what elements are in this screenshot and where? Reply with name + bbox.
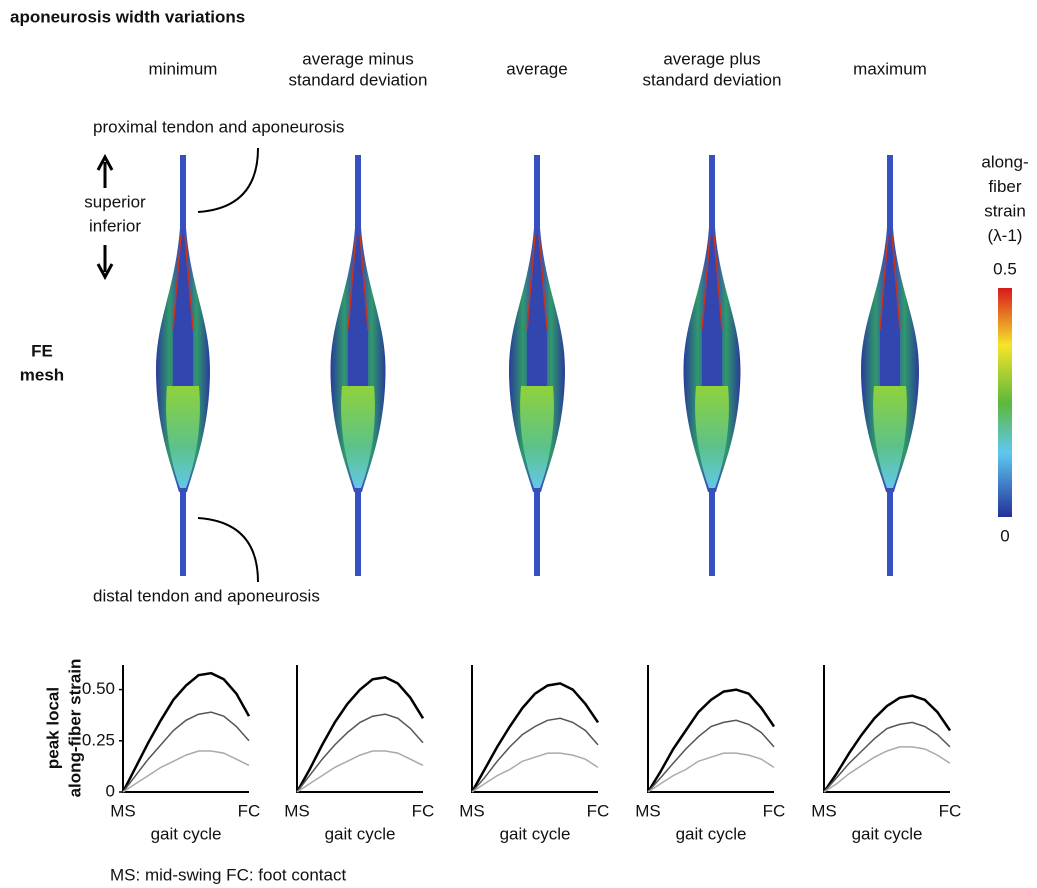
strain-curve xyxy=(122,711,250,793)
annotation: inferior xyxy=(89,216,141,235)
inner-aponeurosis xyxy=(348,235,368,386)
x-axis-label: gait cycle xyxy=(151,824,222,843)
fe-mesh xyxy=(683,155,741,576)
strain-curve xyxy=(822,694,952,793)
strain-curve xyxy=(647,719,775,793)
axis xyxy=(296,665,423,793)
fe-mesh xyxy=(330,155,386,576)
strain-curve xyxy=(471,752,599,793)
colorbar-title: along- xyxy=(981,152,1028,171)
annotation: proximal tendon and aponeurosis xyxy=(93,117,344,136)
column-header: average xyxy=(506,59,567,78)
colorbar-tick-label: 0 xyxy=(1000,526,1009,545)
distal-bulb xyxy=(873,386,907,488)
high-strain-edge xyxy=(347,234,369,331)
strain-curve xyxy=(295,676,425,793)
arrow xyxy=(96,153,114,188)
tendon xyxy=(534,155,540,237)
tendon xyxy=(709,155,715,237)
high-strain-edge xyxy=(172,234,194,331)
distal-bulb xyxy=(341,386,375,488)
x-tick-label: FC xyxy=(763,801,786,820)
strain-curve xyxy=(296,713,424,793)
fe-mesh xyxy=(509,155,565,576)
x-tick-label: FC xyxy=(939,801,962,820)
tendon xyxy=(709,488,715,576)
inner-aponeurosis xyxy=(880,235,900,386)
colorbar-title: (λ-1) xyxy=(988,226,1023,245)
column-header: maximum xyxy=(853,59,927,78)
distal-bulb xyxy=(520,386,554,488)
axis xyxy=(471,665,598,793)
x-axis-label: gait cycle xyxy=(676,824,747,843)
footnote: MS: mid-swing FC: foot contact xyxy=(110,865,346,884)
annotation: distal tendon and aponeurosis xyxy=(93,586,320,605)
row-label: FE xyxy=(31,341,53,360)
y-tick-label: 0 xyxy=(106,781,115,800)
strain-curve xyxy=(471,717,599,793)
strain-curve xyxy=(470,682,600,793)
fe-mesh xyxy=(861,155,919,576)
inner-aponeurosis xyxy=(702,235,722,386)
row-label: mesh xyxy=(20,365,64,384)
arrow xyxy=(96,245,114,281)
high-strain-edge xyxy=(526,234,548,331)
annotation: superior xyxy=(84,192,146,211)
column-header: minimum xyxy=(149,59,218,78)
y-axis-label: along-fiber strain xyxy=(65,659,84,798)
strain-curve xyxy=(823,746,951,793)
strain-curve xyxy=(647,752,775,793)
leader-line xyxy=(197,517,259,583)
column-header: standard deviation xyxy=(643,70,782,89)
strain-curve xyxy=(296,750,424,793)
x-tick-label: MS xyxy=(284,801,310,820)
x-tick-label: FC xyxy=(238,801,261,820)
inner-aponeurosis xyxy=(527,235,547,386)
column-header: average minus xyxy=(302,49,414,68)
strain-curve xyxy=(823,721,951,793)
tendon xyxy=(534,488,540,576)
high-strain-edge xyxy=(879,234,901,331)
leader-line xyxy=(197,147,259,213)
tendon xyxy=(180,488,186,576)
inner-aponeurosis xyxy=(173,235,193,386)
colorbar-tick-label: 0.5 xyxy=(993,259,1017,278)
x-tick-label: FC xyxy=(587,801,610,820)
distal-bulb xyxy=(166,386,200,488)
y-tick-label: 0.50 xyxy=(82,679,115,698)
tendon xyxy=(355,155,361,237)
x-tick-label: MS xyxy=(811,801,837,820)
high-strain-edge xyxy=(701,234,723,331)
strain-curve xyxy=(121,671,251,793)
tendon xyxy=(355,488,361,576)
x-axis-label: gait cycle xyxy=(325,824,396,843)
colorbar-title: fiber xyxy=(988,177,1021,196)
column-header: standard deviation xyxy=(289,70,428,89)
column-header: average plus xyxy=(663,49,760,68)
x-tick-label: MS xyxy=(635,801,661,820)
x-tick-label: MS xyxy=(110,801,136,820)
tendon xyxy=(887,155,893,237)
strain-curve xyxy=(122,750,250,793)
colorbar xyxy=(998,288,1012,517)
colorbar-title: strain xyxy=(984,201,1026,220)
y-axis-label: peak local xyxy=(43,687,62,769)
fe-mesh xyxy=(156,155,210,576)
y-tick-label: 0.25 xyxy=(82,730,115,749)
x-tick-label: FC xyxy=(412,801,435,820)
tendon xyxy=(887,488,893,576)
distal-bulb xyxy=(695,386,729,488)
x-axis-label: gait cycle xyxy=(852,824,923,843)
x-tick-label: MS xyxy=(459,801,485,820)
strain-curve xyxy=(646,688,776,793)
figure-title: aponeurosis width variations xyxy=(10,7,245,26)
tendon xyxy=(180,155,186,237)
x-axis-label: gait cycle xyxy=(500,824,571,843)
